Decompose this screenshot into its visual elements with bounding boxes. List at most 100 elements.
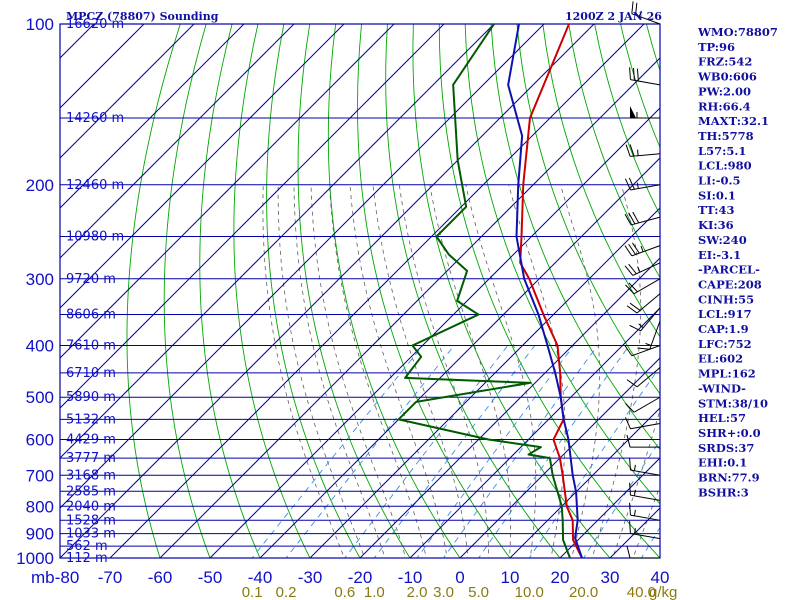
height-label: 16620 m xyxy=(66,17,124,32)
mixing-ratio-labels: 0.1 0.2 0.6 1.0 2.0 3.0 5.0 10.0 20.0 40.0 xyxy=(242,584,656,600)
wind-barb xyxy=(626,293,661,314)
wind-barb xyxy=(624,211,661,226)
pressure-tick-label: 500 xyxy=(26,388,54,407)
height-label: 3168 m xyxy=(66,468,116,483)
wind-barb xyxy=(629,502,661,521)
moist-adiabat-line xyxy=(398,184,490,558)
isotherm-line xyxy=(60,24,345,309)
index-line: STM:38/10 xyxy=(698,396,768,410)
temperature-tick-label: -70 xyxy=(98,568,123,587)
dry-adiabat-line xyxy=(385,24,561,558)
mixing-ratio-tick-label: 5.0 xyxy=(468,584,489,600)
wind-barb xyxy=(631,1,661,25)
wind-barb xyxy=(624,345,661,357)
temperature-trace xyxy=(519,24,583,558)
wind-barb xyxy=(624,262,661,276)
wind-barb xyxy=(629,521,661,540)
index-line: CAP:1.9 xyxy=(698,322,749,336)
wind-barb xyxy=(624,177,661,191)
moist-adiabat-line xyxy=(349,184,448,558)
pressure-tick-label: 100 xyxy=(26,15,54,34)
index-line: -PARCEL- xyxy=(698,263,760,277)
isotherm-line xyxy=(109,24,645,558)
index-line: SW:240 xyxy=(698,233,747,247)
isobars xyxy=(60,23,660,559)
isotherm-line xyxy=(60,24,245,209)
height-label: 4429 m xyxy=(66,433,116,448)
dry-adiabat-line xyxy=(516,24,660,395)
plot-frame xyxy=(59,23,661,559)
pressure-tick-label: 800 xyxy=(26,497,54,516)
mixing-ratio-lines xyxy=(251,345,660,558)
wind-barb xyxy=(626,545,660,559)
pressure-tick-label: 300 xyxy=(26,270,54,289)
index-line: SRDS:37 xyxy=(698,441,754,455)
isotherm-line xyxy=(559,457,660,558)
temperature-tick-label: 20 xyxy=(551,568,570,587)
dry-adiabat-line xyxy=(464,24,660,505)
index-line: L57:5.1 xyxy=(698,144,746,158)
wind-barb xyxy=(629,307,661,332)
index-line: LCL:917 xyxy=(698,307,752,321)
height-label: 1528 m xyxy=(66,513,116,528)
isotherm-line xyxy=(409,307,660,558)
mixing-ratio-line xyxy=(373,345,536,558)
dry-adiabat-line xyxy=(750,24,800,569)
moist-adiabat-line xyxy=(591,184,642,558)
dry-adiabat-line xyxy=(568,24,660,279)
index-line: -WIND- xyxy=(698,381,746,395)
temperature-tick-label: 30 xyxy=(601,568,620,587)
wind-barb xyxy=(629,482,661,501)
index-line: LFC:752 xyxy=(698,337,752,351)
temperature-tick-label: -40 xyxy=(248,568,273,587)
index-line: PW:2.00 xyxy=(698,84,751,98)
mixing-ratio-tick-label: 40.0 xyxy=(627,584,656,600)
wind-barb xyxy=(625,278,661,295)
mixing-ratio-tick-label: 1.0 xyxy=(364,584,385,600)
dry-adiabat-line xyxy=(233,24,311,558)
isotherm-line xyxy=(60,24,595,558)
index-line: HEL:57 xyxy=(698,411,746,425)
dewpoint-trace xyxy=(397,24,571,558)
pressure-tick-label: 600 xyxy=(26,431,54,450)
wind-barb xyxy=(630,106,660,119)
isotherm-line xyxy=(509,407,660,558)
temperature-labels: -80 -70 -60 -50 -40 -30 -20 -10 0 10 20 30 40 xyxy=(55,568,670,587)
height-label: 3777 m xyxy=(66,451,116,466)
height-label: 10980 m xyxy=(66,229,124,244)
index-line: SI:0.1 xyxy=(698,188,736,202)
isotherm-line xyxy=(60,24,195,159)
temperature-tick-label: -20 xyxy=(348,568,373,587)
dry-adiabat-line xyxy=(542,24,660,338)
pressure-tick-label: 400 xyxy=(26,337,54,356)
mixing-ratio-line xyxy=(478,345,630,558)
isotherm-line xyxy=(209,107,660,558)
wind-barb xyxy=(626,435,660,448)
moist-adiabat-line xyxy=(262,184,345,558)
pressure-labels: 100 200 300 400 500 600 700 800 900 1000 xyxy=(16,15,54,568)
index-line: FRZ:542 xyxy=(698,55,752,69)
height-label: 1033 m xyxy=(66,527,116,542)
index-line: TT:43 xyxy=(698,203,735,217)
mixing-ratio-tick-label: 3.0 xyxy=(433,584,454,600)
wind-barb xyxy=(624,417,661,430)
index-line: MAXT:32.1 xyxy=(698,114,769,128)
wind-barb xyxy=(626,367,661,388)
mixing-unit-label: g/kg xyxy=(649,584,677,600)
index-line: LCL:980 xyxy=(698,159,752,173)
height-label: 5132 m xyxy=(66,412,116,427)
sounding-traces xyxy=(397,24,583,558)
index-line: MPL:162 xyxy=(698,367,756,381)
moist-adiabat-line xyxy=(329,184,427,558)
index-line: BRN:77.9 xyxy=(698,471,760,485)
dry-adiabat-line xyxy=(490,24,660,451)
index-line: BSHR:3 xyxy=(698,485,749,499)
isotherm-line xyxy=(60,24,145,109)
wind-barb xyxy=(625,396,661,413)
index-line: TP:96 xyxy=(698,40,735,54)
parcel-trace xyxy=(507,24,583,558)
height-label: 8606 m xyxy=(66,308,116,323)
dry-adiabat-line xyxy=(412,24,611,558)
isotherm-line xyxy=(60,24,395,359)
isotherm-line xyxy=(359,257,660,558)
